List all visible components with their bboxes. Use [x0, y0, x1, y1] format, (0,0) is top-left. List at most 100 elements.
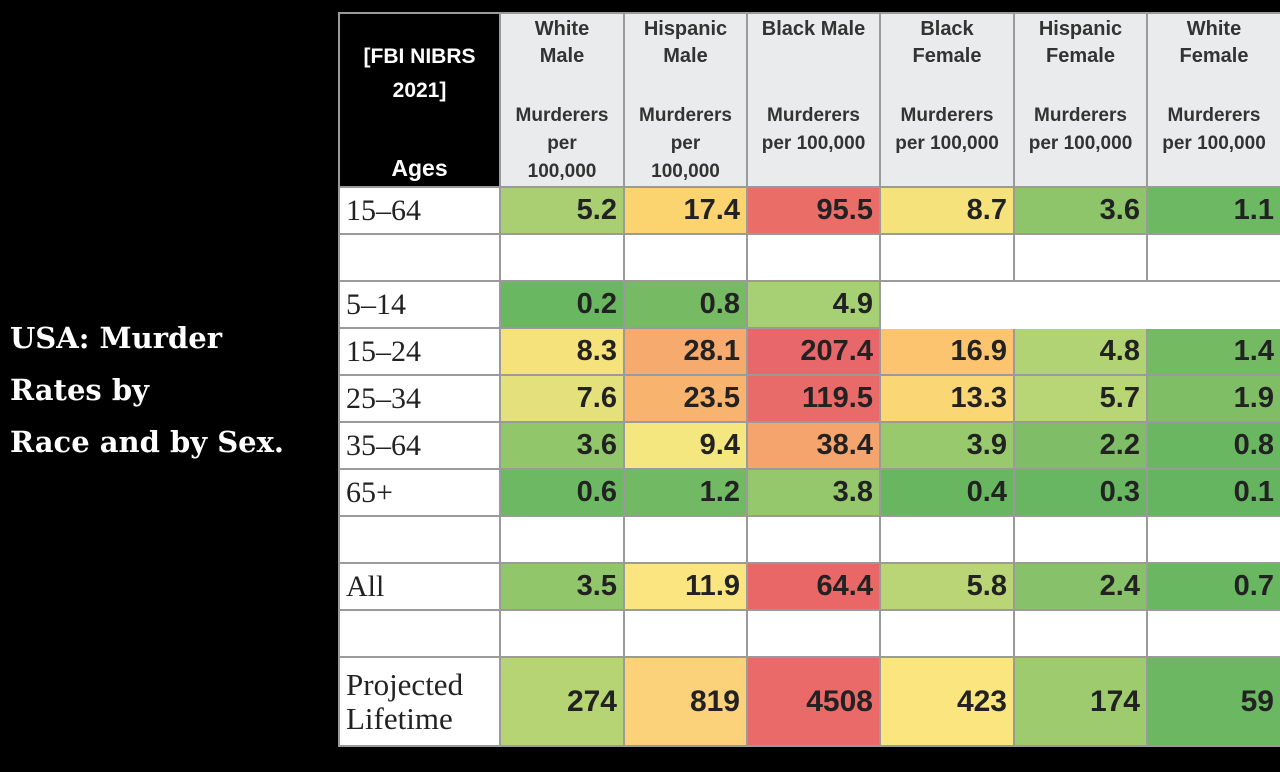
table-row: 15–24 8.3 28.1 207.4 16.9 4.8 1.4	[338, 327, 1280, 376]
value-cell: 1.2	[623, 468, 748, 517]
column-unit: per 100,000	[895, 133, 999, 154]
table-body: 15–64 5.2 17.4 95.5 8.7 3.6 1.1 5–14 0.2 0.8 4.9 15…	[338, 186, 1280, 747]
row-label-line: Lifetime	[346, 700, 453, 736]
spacer-cell	[746, 233, 881, 282]
value-cell: 0.1	[1146, 468, 1280, 517]
column-group: Male	[663, 45, 708, 67]
value-cell: 59	[1146, 656, 1280, 747]
value-cell: 0.7	[1146, 562, 1280, 611]
murder-rate-table: [FBI NIBRS 2021] Ages White Male Murderer…	[338, 12, 1280, 747]
value-cell: 2.4	[1013, 562, 1148, 611]
table-row: Projected Lifetime 274 819 4508 423 174 59	[338, 656, 1280, 747]
value-cell: 3.8	[746, 468, 881, 517]
table-row: 5–14 0.2 0.8 4.9	[338, 280, 1280, 329]
spacer-cell	[623, 515, 748, 564]
spacer-cell	[338, 233, 501, 282]
value-cell: 11.9	[623, 562, 748, 611]
column-group: Female	[1046, 45, 1115, 67]
column-group: Black	[920, 18, 974, 40]
column-header: White Female Murderers per 100,000	[1146, 12, 1280, 188]
spacer-cell	[1146, 233, 1280, 282]
row-label-line: Projected	[346, 666, 464, 702]
value-cell: 16.9	[879, 327, 1015, 376]
column-group: Black Male	[761, 18, 866, 40]
value-cell: 8.3	[499, 327, 625, 376]
value-cell: 819	[623, 656, 748, 747]
side-title: USA: Murder Rates by Race and by Sex.	[10, 312, 340, 468]
value-cell: 423	[879, 656, 1015, 747]
value-cell: 4.8	[1013, 327, 1148, 376]
table-row: 15–64 5.2 17.4 95.5 8.7 3.6 1.1	[338, 186, 1280, 235]
side-title-line: Rates by	[10, 373, 149, 407]
table-row: 25–34 7.6 23.5 119.5 13.3 5.7 1.9	[338, 374, 1280, 423]
spacer-cell	[338, 609, 501, 658]
value-cell: 0.8	[1146, 421, 1280, 470]
table-row: 65+ 0.6 1.2 3.8 0.4 0.3 0.1	[338, 468, 1280, 517]
row-label: Projected Lifetime	[338, 656, 501, 747]
side-title-line: USA: Murder	[10, 321, 223, 355]
source-line: [FBI NIBRS	[363, 45, 476, 68]
value-cell: 3.6	[1013, 186, 1148, 235]
spacer-cell	[1013, 515, 1148, 564]
column-unit: Murderers	[900, 105, 994, 126]
value-cell: 38.4	[746, 421, 881, 470]
value-cell: 9.4	[623, 421, 748, 470]
value-cell: 23.5	[623, 374, 748, 423]
column-header: Black Male Murderers per 100,000	[746, 12, 881, 188]
value-cell: 8.7	[879, 186, 1015, 235]
row-label: 65+	[338, 468, 501, 517]
value-cell: 0.3	[1013, 468, 1148, 517]
value-cell: 95.5	[746, 186, 881, 235]
value-cell: 1.4	[1146, 327, 1280, 376]
column-group: White	[1186, 18, 1242, 40]
column-unit: Murderers	[1167, 105, 1261, 126]
value-cell: 174	[1013, 656, 1148, 747]
column-unit: Murderers	[1034, 105, 1127, 126]
value-cell: 3.5	[499, 562, 625, 611]
empty-cell	[1013, 280, 1148, 329]
column-unit: Murderers	[767, 105, 860, 126]
column-unit: per 100,000	[1162, 133, 1266, 154]
value-cell: 5.2	[499, 186, 625, 235]
empty-cell	[879, 280, 1015, 329]
column-group: Female	[1179, 45, 1249, 67]
spacer-cell	[499, 515, 625, 564]
spacer-row	[338, 609, 1280, 658]
spacer-cell	[746, 609, 881, 658]
column-header: Hispanic Female Murderers per 100,000	[1013, 12, 1148, 188]
spacer-cell	[1146, 609, 1280, 658]
side-title-line: Race and by Sex.	[10, 425, 285, 459]
column-header: Black Female Murderers per 100,000	[879, 12, 1015, 188]
row-label: All	[338, 562, 501, 611]
value-cell: 28.1	[623, 327, 748, 376]
value-cell: 7.6	[499, 374, 625, 423]
value-cell: 1.9	[1146, 374, 1280, 423]
value-cell: 0.8	[623, 280, 748, 329]
spacer-cell	[499, 609, 625, 658]
value-cell: 0.4	[879, 468, 1015, 517]
spacer-cell	[1013, 609, 1148, 658]
value-cell: 64.4	[746, 562, 881, 611]
column-unit: per 100,000	[1028, 133, 1133, 154]
row-label: 15–64	[338, 186, 501, 235]
value-cell: 5.8	[879, 562, 1015, 611]
spacer-cell	[879, 233, 1015, 282]
spacer-cell	[623, 233, 748, 282]
column-group: Hispanic	[643, 18, 728, 40]
source-line: 2021]	[392, 79, 447, 102]
spacer-cell	[1146, 515, 1280, 564]
ages-header: Ages	[391, 155, 448, 181]
spacer-row	[338, 233, 1280, 282]
spacer-cell	[879, 515, 1015, 564]
value-cell: 2.2	[1013, 421, 1148, 470]
column-unit: per 100,000	[761, 133, 866, 154]
value-cell: 5.7	[1013, 374, 1148, 423]
column-unit: per	[547, 133, 577, 154]
value-cell: 17.4	[623, 186, 748, 235]
column-unit: per	[670, 133, 701, 154]
value-cell: 3.6	[499, 421, 625, 470]
value-cell: 207.4	[746, 327, 881, 376]
value-cell: 4508	[746, 656, 881, 747]
value-cell: 3.9	[879, 421, 1015, 470]
table-row: All 3.5 11.9 64.4 5.8 2.4 0.7	[338, 562, 1280, 611]
